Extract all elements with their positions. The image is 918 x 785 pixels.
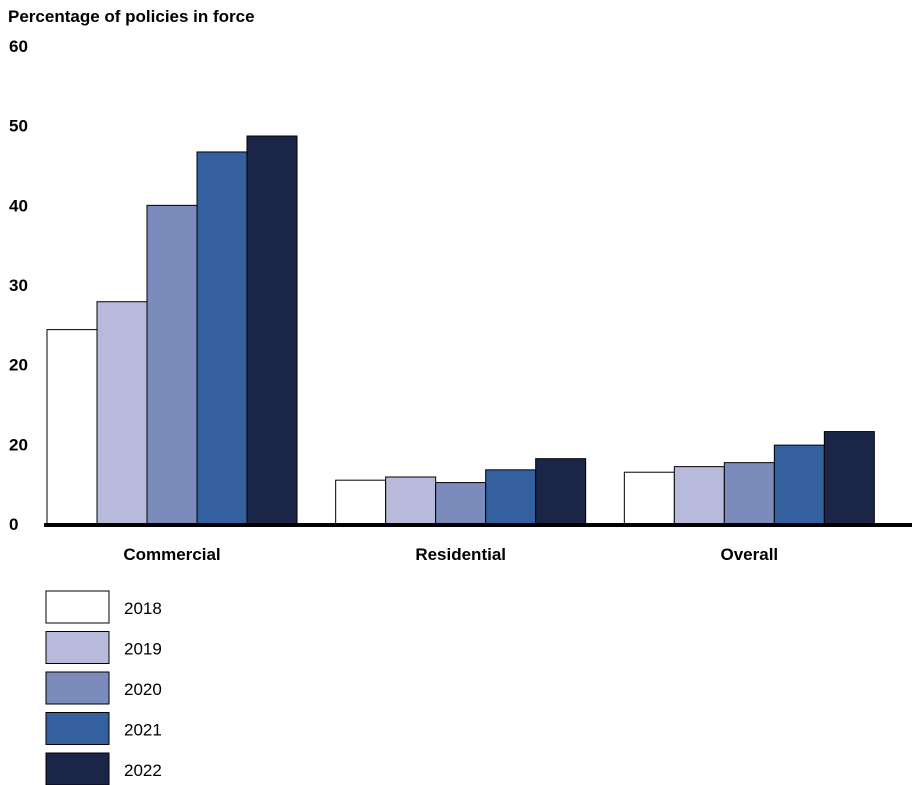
x-tick-label: Residential	[415, 545, 506, 564]
bar-commercial-2022	[246, 135, 298, 525]
bar-residential-2019	[385, 476, 437, 525]
bar-overall-2022	[823, 431, 875, 525]
bar-residential-2018	[335, 479, 387, 525]
x-tick-label: Overall	[721, 545, 779, 564]
legend-swatch-2020	[45, 671, 110, 705]
y-tick-label: 30	[9, 276, 28, 295]
y-axis-title: Percentage of policies in force	[8, 7, 255, 26]
legend-label: 2018	[124, 599, 162, 618]
bar-residential-2020	[435, 482, 487, 525]
legend-label: 2019	[124, 640, 162, 659]
legend-swatch-2018	[45, 590, 110, 624]
bar-overall-2019	[673, 466, 725, 525]
bar-overall-2018	[623, 471, 675, 525]
y-tick-label: 50	[9, 117, 28, 136]
bar-residential-2021	[485, 469, 537, 525]
bars	[46, 135, 875, 525]
y-tick-label: 20	[9, 356, 28, 375]
legend-swatch-2021	[45, 712, 110, 745]
legend-label: 2022	[124, 761, 162, 780]
bar-overall-2020	[723, 462, 775, 525]
y-axis-ticks: 0 20 20 30 40 50 60	[9, 37, 28, 534]
legend-swatch-2019	[45, 631, 110, 664]
bar-overall-2021	[773, 444, 825, 525]
y-tick-label: 60	[9, 37, 28, 56]
bar-commercial-2019	[96, 301, 148, 525]
x-tick-label: Commercial	[123, 545, 220, 564]
y-tick-label: 40	[9, 196, 28, 215]
legend-label: 2020	[124, 680, 162, 699]
bar-commercial-2020	[146, 204, 198, 525]
legend: 2018 2019 2020 2021 2022	[45, 590, 162, 785]
y-tick-label: 0	[9, 515, 18, 534]
x-axis-ticks: Commercial Residential Overall	[123, 545, 778, 564]
y-tick-label: 20	[9, 435, 28, 454]
legend-label: 2021	[124, 721, 162, 740]
bar-commercial-2018	[46, 329, 98, 525]
legend-swatch-2022	[45, 752, 110, 785]
bar-residential-2022	[535, 458, 587, 525]
bar-commercial-2021	[196, 151, 248, 525]
